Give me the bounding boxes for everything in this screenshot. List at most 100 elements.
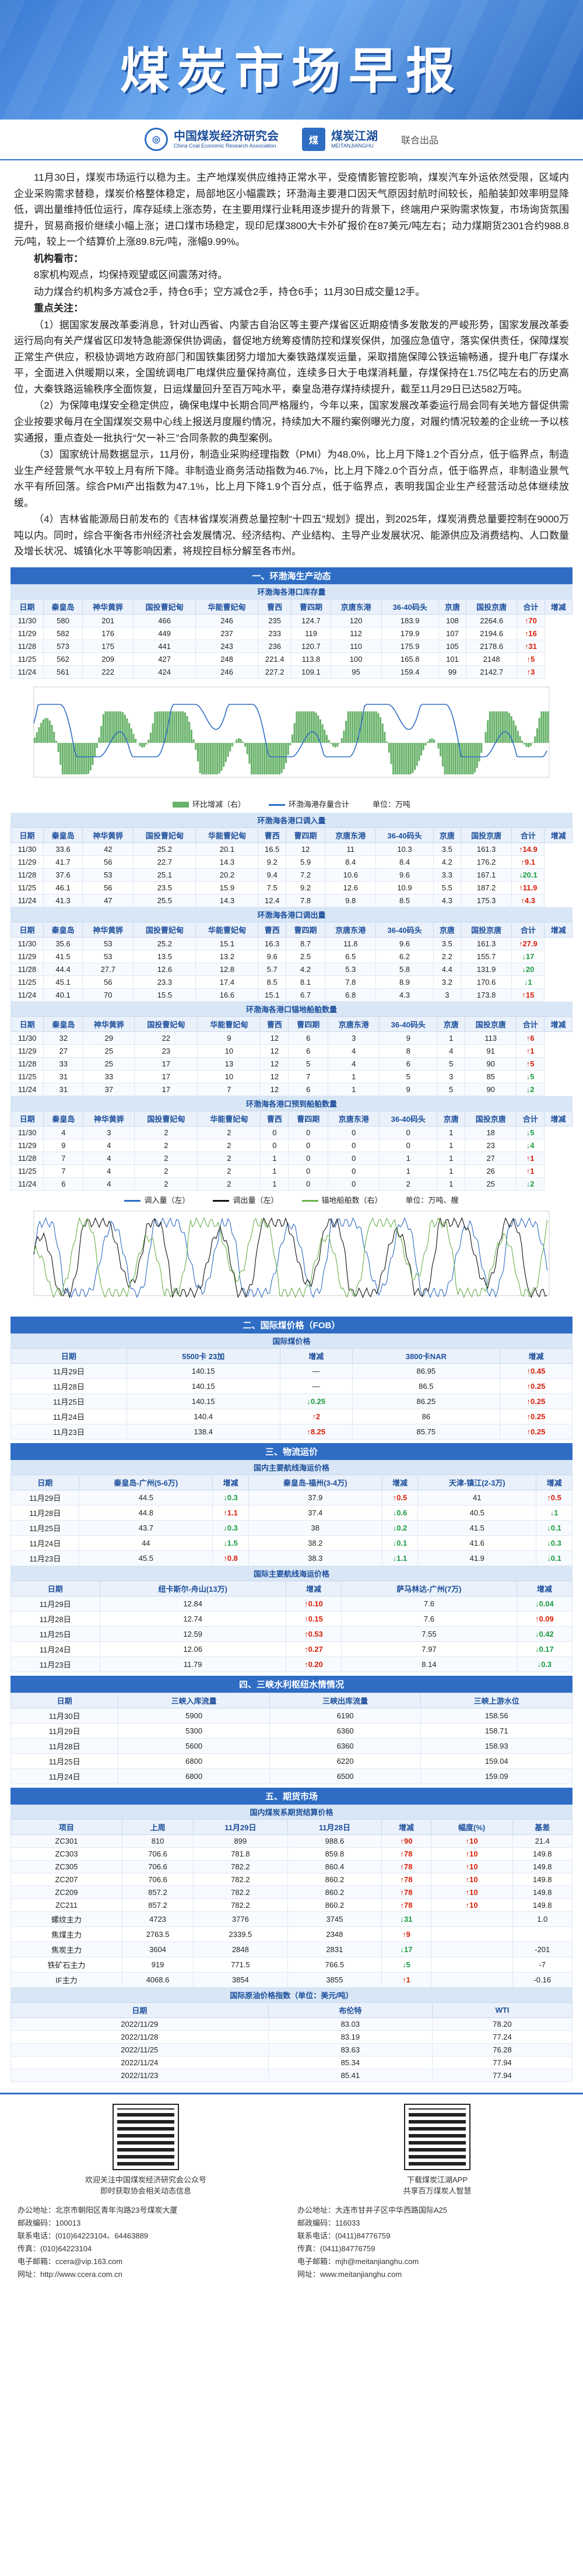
table-cell: 11 (325, 842, 377, 856)
change-bar (521, 740, 524, 743)
change-bar (433, 739, 436, 743)
column-header: 曹西 (258, 827, 286, 843)
qr-code-icon[interactable] (113, 2103, 179, 2170)
table-cell: ↑78 (381, 1859, 431, 1873)
table-cell: ↑3 (517, 665, 545, 679)
table-cell: 6 (288, 1044, 329, 1058)
change-bar (362, 711, 364, 743)
right-contact: 办公地址：大连市甘井子区中华西路国际A25 邮政编码：116033 联系电话：(04… (297, 2204, 566, 2282)
table-cell: — (279, 1363, 353, 1379)
column-header: 幅度(%) (430, 1819, 513, 1835)
meitanjianghu-logo-icon: 煤 (301, 128, 325, 151)
port-inflow-table: 日期 秦皇岛 神华黄骅 国投曹妃甸 华能曹妃甸 曹西 曹四期 京唐东港 36-40码头 京唐 国投京… (10, 827, 573, 907)
column-header: 日期 (10, 598, 44, 615)
change-bar (416, 742, 418, 766)
change-bar (184, 712, 186, 743)
table-cell: 175 (82, 639, 134, 653)
table-cell: 110 (330, 639, 382, 653)
banner: 煤炭市场早报 (0, 0, 583, 120)
change-bar (240, 739, 242, 743)
table-cell: 8.5 (258, 975, 286, 989)
table-cell: 6800 (118, 1768, 270, 1784)
change-bar (454, 742, 457, 774)
table-cell: 8.5 (375, 893, 434, 907)
column-header: 5500卡 23加 (126, 1347, 280, 1364)
table-cell: 0 (328, 1164, 380, 1178)
table-cell: 161.3 (461, 936, 512, 950)
table-cell: 11月25日 (10, 1753, 119, 1769)
table-cell: 8.1 (285, 975, 326, 989)
table-cell: ↓17 (381, 1941, 431, 1957)
change-bar (418, 742, 420, 761)
table-cell: 13.2 (195, 949, 259, 963)
column-header: 神华黄骅 (82, 827, 134, 843)
column-header: WTI (432, 2002, 573, 2018)
table-cell: 3 (83, 1125, 135, 1139)
change-bar (497, 711, 500, 743)
table-cell: ↑9 (381, 1926, 431, 1942)
table-cell: 2178.6 (466, 639, 518, 653)
table-cell: 3 (433, 988, 462, 1002)
table-cell: ↑15 (511, 988, 545, 1002)
oil-title: 国际原油价格指数（单位：美元/吨） (10, 1987, 573, 2002)
left-contact: 办公地址：北京市朝阳区青年沟路23号煤炭大厦 邮政编码：100013 联系电话：(0… (17, 2204, 286, 2282)
table-cell: 11/29 (10, 1044, 44, 1058)
column-header: 36-40码头 (379, 1110, 438, 1126)
table-cell: 107 (438, 626, 467, 640)
table-cell: 4 (43, 1125, 84, 1139)
table-cell: 7.5 (258, 880, 286, 894)
table-cell: 2022/11/23 (10, 2068, 269, 2082)
table-cell: 859.8 (287, 1847, 382, 1861)
change-bar (352, 711, 354, 743)
anchorage-ships-table: 日期 秦皇岛 神华黄骅 国投曹妃甸 华能曹妃甸 曹西 曹四期 京唐东港 36-40码头 京唐 国投京… (10, 1016, 573, 1096)
table-cell: 11/28 (10, 639, 44, 653)
table-row: 2022/11/29 83.03 78.20 (10, 2017, 573, 2031)
table-cell: ↓0.3 (536, 1535, 573, 1551)
table-cell: 4.2 (285, 962, 326, 976)
column-header: 京唐东港 (330, 598, 382, 615)
table-cell: 9.2 (258, 855, 286, 869)
change-bar (525, 742, 528, 747)
table-cell: 12 (260, 1031, 289, 1045)
column-header: 日期 (10, 921, 44, 938)
column-header: 日期 (10, 2002, 269, 2018)
column-header: 36-40码头 (375, 921, 434, 938)
table-cell: 158.93 (420, 1738, 573, 1754)
change-bar (377, 713, 380, 743)
table-cell: 179.9 (381, 626, 439, 640)
table-cell: ↑8.25 (279, 1423, 353, 1440)
change-bar (265, 742, 268, 774)
footer: 欢迎关注中国煤炭经济研究会公众号 即时获取协会相关动态信息 下载煤炭江湖APP … (0, 2092, 583, 2292)
change-bar (302, 711, 304, 743)
table-cell: 9 (197, 1031, 261, 1045)
table-cell: ↑9.1 (511, 855, 545, 869)
table-cell: 899 (193, 1834, 288, 1848)
table-cell: 26 (465, 1164, 517, 1178)
chart2-legend: 调入量（左） 调出量（左） 锚地船舶数（右） 单位：万吨、艘 (10, 1194, 573, 1205)
table-header-row: 日期 布伦特 WTI (10, 2002, 573, 2018)
table-cell: 221.4 (257, 652, 292, 666)
column-header: 增减 (499, 1347, 573, 1364)
table-cell: 11月28日 (10, 1738, 119, 1754)
plot-frame (33, 1210, 550, 1296)
domestic-freight-title: 国内主要航线海运价格 (10, 1459, 573, 1475)
change-bar (160, 711, 163, 743)
ships-line (33, 1216, 548, 1298)
qr-code-icon[interactable] (404, 2103, 470, 2170)
column-header: 合计 (517, 598, 545, 615)
table-cell: 2763.5 (122, 1926, 194, 1942)
table-cell: 11月24日 (10, 1535, 80, 1551)
table-cell: 86.5 (352, 1378, 500, 1394)
table-cell: 1 (437, 1151, 466, 1165)
table-cell: 0 (288, 1177, 329, 1191)
table-cell: 6360 (269, 1738, 422, 1754)
table-cell: ↑5 (516, 1057, 545, 1071)
table-row: 螺纹主力 4723 3776 3745 ↓31 1.0 (10, 1911, 573, 1927)
column-header: 秦皇岛 (43, 1110, 84, 1126)
change-bar (384, 731, 386, 743)
contact-line: 邮政编码：116033 (297, 2218, 360, 2227)
contact-info: 办公地址：北京市朝阳区青年沟路23号煤炭大厦 邮政编码：100013 联系电话：(0… (17, 2204, 566, 2282)
table-cell: 11/28 (10, 1057, 44, 1071)
table-cell: ↑14.9 (511, 842, 545, 856)
table-cell: IF主力 (10, 1971, 123, 1988)
